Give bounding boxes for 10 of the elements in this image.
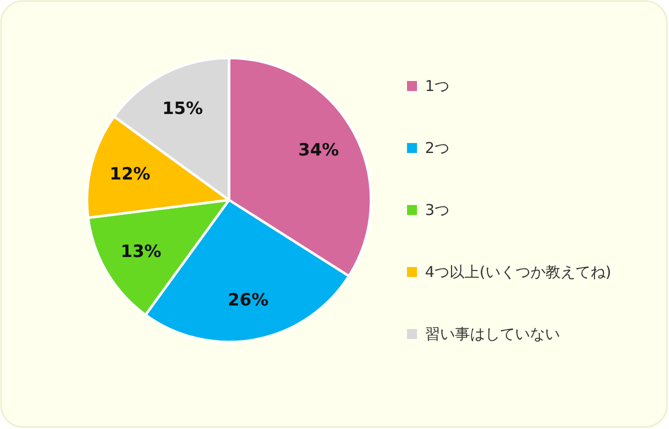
data-label: 34% — [298, 140, 339, 161]
legend-label: 1つ — [425, 77, 450, 95]
legend-label: 4つ以上(いくつか教えてね) — [425, 263, 612, 281]
data-label: 15% — [162, 98, 203, 119]
data-label: 13% — [120, 242, 162, 262]
data-label: 26% — [228, 290, 269, 310]
legend-label: 習い事はしていない — [425, 325, 560, 343]
data-label: 12% — [110, 164, 150, 185]
legend-label: 3つ — [425, 201, 450, 219]
legend-label: 2つ — [425, 139, 450, 157]
